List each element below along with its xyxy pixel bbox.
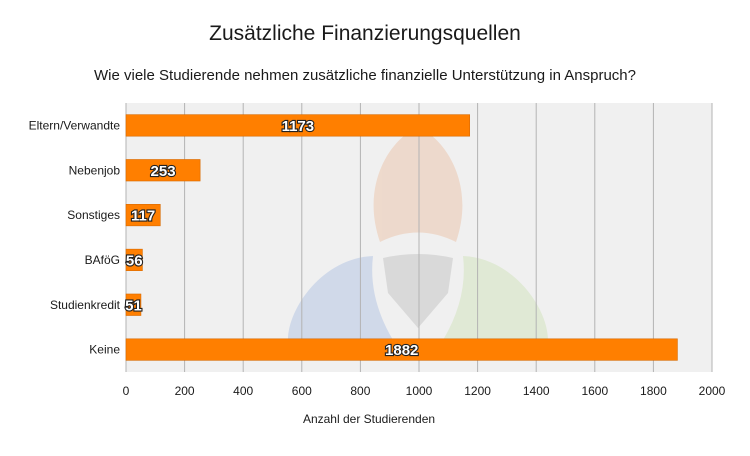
category-label: Nebenjob [69, 163, 121, 177]
category-label: Keine [89, 343, 120, 357]
watermark-logo [288, 128, 548, 340]
x-tick-label: 1200 [464, 384, 491, 398]
data-label: 117 [131, 208, 155, 225]
data-label: 56 [126, 252, 143, 269]
data-label: 1882 [385, 342, 418, 359]
data-labels: 1173 253 117 56 51 1882 [124, 117, 419, 360]
bar [125, 248, 143, 271]
x-axis-ticks: 0 200 400 600 800 1000 1200 1400 1600 1800 2000 [123, 384, 726, 398]
x-tick-label: 2000 [699, 384, 726, 398]
x-tick-label: 1800 [640, 384, 667, 398]
bar [125, 204, 161, 227]
data-label: 51 [125, 297, 142, 314]
category-label: BAföG [85, 253, 120, 267]
x-tick-label: 0 [123, 384, 130, 398]
chart-title: Zusätzliche Finanzierungsquellen [209, 22, 521, 45]
category-label: Eltern/Verwandte [29, 118, 121, 132]
watermark-right-petal [443, 256, 548, 340]
x-tick-label: 1400 [523, 384, 550, 398]
x-tick-label: 600 [292, 384, 312, 398]
chart-subtitle: Wie viele Studierende nehmen zusätzliche… [94, 67, 636, 84]
data-label: 1173 [282, 118, 315, 135]
x-tick-label: 800 [350, 384, 370, 398]
bar [125, 114, 470, 137]
bar [125, 159, 201, 182]
data-label: 253 [151, 163, 176, 180]
x-tick-label: 400 [233, 384, 253, 398]
bar [125, 293, 142, 316]
x-tick-label: 1000 [406, 384, 433, 398]
x-axis-title: Anzahl der Studierenden [303, 412, 435, 426]
category-labels: Eltern/Verwandte Nebenjob Sonstiges BAföG St… [29, 118, 121, 356]
x-tick-label: 1600 [581, 384, 608, 398]
bars [125, 114, 678, 361]
watermark-center-shield [383, 254, 453, 328]
watermark-top-petal [373, 128, 463, 242]
watermark-left-petal [288, 256, 393, 340]
x-tick-label: 200 [175, 384, 195, 398]
category-label: Studienkredit [50, 298, 121, 312]
category-label: Sonstiges [67, 208, 120, 222]
bar [125, 338, 678, 361]
gridlines [125, 103, 713, 372]
